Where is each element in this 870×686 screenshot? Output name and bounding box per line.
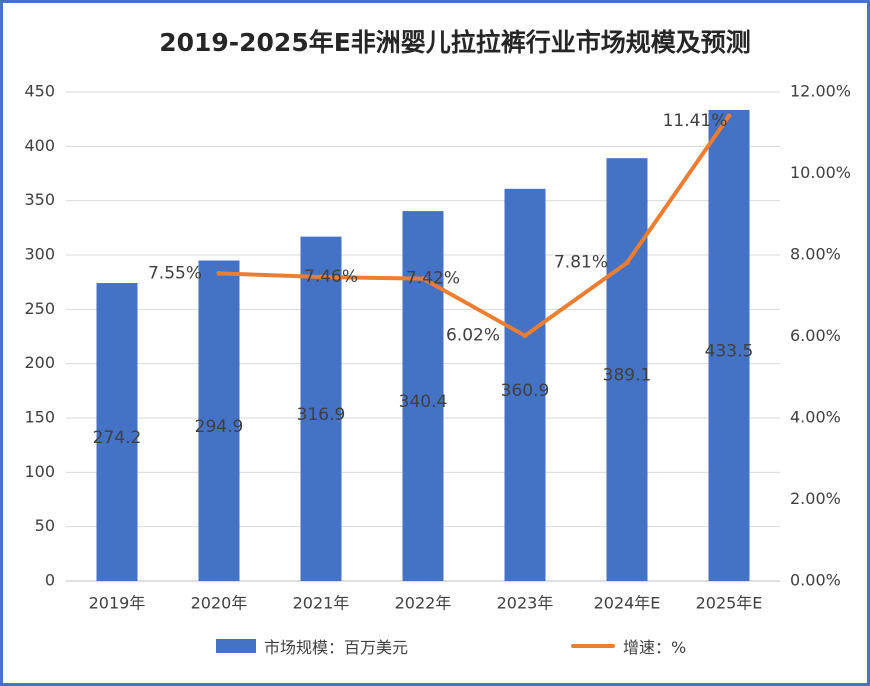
bar <box>708 109 750 582</box>
y-left-tick-label: 150 <box>24 408 55 427</box>
x-tick-label: 2020年 <box>191 594 248 613</box>
x-tick-label: 2022年 <box>395 594 452 613</box>
bar-data-label: 433.5 <box>705 341 754 361</box>
line-point <box>318 274 324 280</box>
growth-line <box>217 114 731 338</box>
bar-data-label: 316.9 <box>297 405 346 425</box>
y-right-tick-label: 0.00% <box>790 571 841 590</box>
combo-chart: 0 50 100 150 200 250 300 350 400 450 0.00% 2.00% 4.0… <box>24 82 851 613</box>
bar-data-label: 360.9 <box>501 381 550 401</box>
x-tick-label: 2024年E <box>594 594 661 613</box>
chart-title: 2019-2025年E非洲婴儿拉拉裤行业市场规模及预测 <box>159 28 751 57</box>
line-point <box>216 270 222 276</box>
y-right-tick-label: 12.00% <box>790 82 851 101</box>
y-left-tick-label: 300 <box>24 245 55 264</box>
x-tick-label: 2025年E <box>696 594 763 613</box>
bar <box>198 260 240 581</box>
y-right-tick-label: 2.00% <box>790 489 841 508</box>
x-tick-label: 2021年 <box>293 594 350 613</box>
line-data-label: 6.02% <box>446 326 500 346</box>
line-point <box>420 276 426 282</box>
y-right-tick-label: 10.00% <box>790 163 851 182</box>
line-point <box>522 333 528 339</box>
y-left-tick-label: 200 <box>24 353 55 372</box>
y-right-tick-label: 6.00% <box>790 326 841 345</box>
bar <box>504 188 546 581</box>
line-data-label: 11.41% <box>663 111 728 131</box>
bar <box>300 236 342 582</box>
bar <box>402 211 444 581</box>
y-right-tick-label: 8.00% <box>790 245 841 264</box>
x-tick-label: 2019年 <box>89 594 146 613</box>
y-left-tick-label: 250 <box>24 299 55 318</box>
line-point <box>726 113 732 119</box>
bar-data-label: 274.2 <box>93 428 142 448</box>
bar-data-label: 294.9 <box>195 417 244 437</box>
y-left-tick-label: 0 <box>45 571 55 590</box>
legend-item-growth: 增速：% <box>571 634 686 658</box>
y-left-tick-label: 450 <box>24 82 55 101</box>
bar <box>96 283 138 581</box>
line-point <box>624 260 630 266</box>
chart-legend: 市场规模：百万美元 增速：% <box>3 634 867 658</box>
legend-swatch-line <box>571 644 615 648</box>
line-data-label: 7.46% <box>304 267 358 287</box>
bar <box>606 158 648 582</box>
y-left-tick-label: 400 <box>24 136 55 155</box>
y-left-tick-label: 100 <box>24 462 55 481</box>
y-left-tick-label: 50 <box>35 516 55 535</box>
line-data-label: 7.55% <box>148 263 202 283</box>
legend-label-market-size: 市场规模：百万美元 <box>264 638 409 657</box>
line-data-label: 7.81% <box>554 253 608 273</box>
bar-data-label: 389.1 <box>603 366 652 386</box>
legend-swatch-bar <box>216 639 256 653</box>
legend-label-growth: 增速：% <box>623 638 687 657</box>
legend-item-market-size: 市场规模：百万美元 <box>216 634 408 658</box>
line-data-label: 7.42% <box>406 269 460 289</box>
y-left-tick-label: 350 <box>24 190 55 209</box>
bar-data-label: 340.4 <box>399 392 448 412</box>
x-tick-label: 2023年 <box>497 594 554 613</box>
y-right-tick-label: 4.00% <box>790 408 841 427</box>
